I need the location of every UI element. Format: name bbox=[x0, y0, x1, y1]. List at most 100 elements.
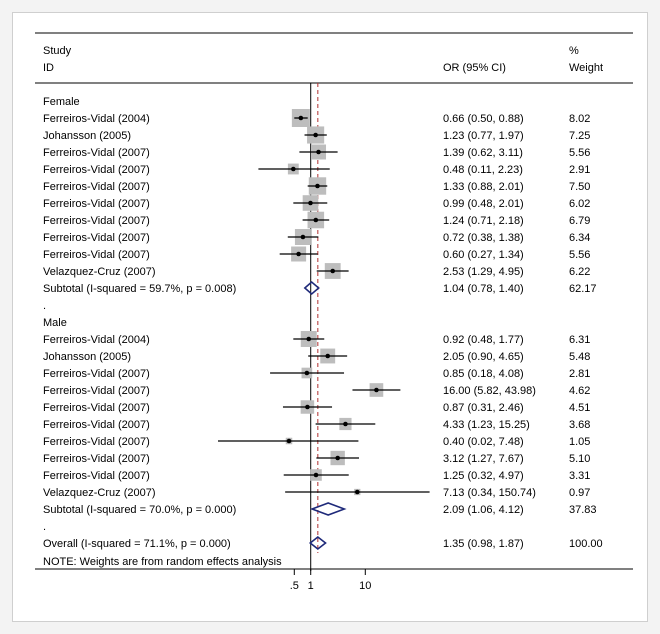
row-label: Ferreiros-Vidal (2007) bbox=[43, 232, 150, 244]
group-label: Female bbox=[43, 96, 80, 108]
reference-lines bbox=[310, 83, 319, 571]
weight-text: 37.83 bbox=[569, 504, 597, 516]
header-weight-percent: % bbox=[569, 45, 579, 57]
group-label: Male bbox=[43, 317, 67, 329]
weight-text: 3.68 bbox=[569, 419, 590, 431]
ci-text: 0.66 (0.50, 0.88) bbox=[443, 113, 524, 125]
forest-plot-panel: Study ID OR (95% CI) % Weight Female Ferr… bbox=[12, 12, 648, 622]
point-estimate bbox=[313, 217, 319, 223]
weight-text: 7.25 bbox=[569, 130, 590, 142]
weight-text: 62.17 bbox=[569, 283, 597, 295]
point-estimate bbox=[313, 472, 319, 478]
x-tick-label: .5 bbox=[290, 580, 299, 592]
point-estimate bbox=[335, 455, 340, 461]
footnote: NOTE: Weights are from random effects an… bbox=[43, 556, 282, 568]
x-tick-label: 10 bbox=[359, 580, 371, 592]
x-axis: .5 1 10 bbox=[290, 569, 371, 592]
point-estimate bbox=[343, 421, 348, 427]
point-estimate bbox=[286, 438, 292, 444]
row-label: Overall (I-squared = 71.1%, p = 0.000) bbox=[43, 538, 231, 550]
header-id: ID bbox=[43, 62, 54, 74]
row-label: Ferreiros-Vidal (2007) bbox=[43, 402, 150, 414]
ci-text: 1.23 (0.77, 1.97) bbox=[443, 130, 524, 142]
weight-text: 6.22 bbox=[569, 266, 590, 278]
row-label: Ferreiros-Vidal (2007) bbox=[43, 249, 150, 261]
weight-text: 6.34 bbox=[569, 232, 590, 244]
study-rows: Female Ferreiros-Vidal (2004) 0.66 (0.50, … bbox=[43, 96, 603, 551]
point-estimate bbox=[313, 132, 318, 138]
point-estimate bbox=[300, 234, 306, 240]
row-label: Ferreiros-Vidal (2004) bbox=[43, 113, 150, 125]
row-label: Ferreiros-Vidal (2007) bbox=[43, 436, 150, 448]
row-label: Velazquez-Cruz (2007) bbox=[43, 487, 156, 499]
weight-text: 2.91 bbox=[569, 164, 590, 176]
weight-text: 5.10 bbox=[569, 453, 590, 465]
weight-text: 6.02 bbox=[569, 198, 590, 210]
row-label: Ferreiros-Vidal (2007) bbox=[43, 453, 150, 465]
weight-text: 3.31 bbox=[569, 470, 590, 482]
ci-text: 0.99 (0.48, 2.01) bbox=[443, 198, 524, 210]
point-estimate bbox=[296, 251, 301, 257]
row-label: Ferreiros-Vidal (2007) bbox=[43, 181, 150, 193]
ci-text: 2.09 (1.06, 4.12) bbox=[443, 504, 524, 516]
row-label: Ferreiros-Vidal (2004) bbox=[43, 334, 150, 346]
weight-text: 2.81 bbox=[569, 368, 590, 380]
row-label: Ferreiros-Vidal (2007) bbox=[43, 368, 150, 380]
ci-text: 0.72 (0.38, 1.38) bbox=[443, 232, 524, 244]
weight-text: 7.50 bbox=[569, 181, 590, 193]
spacer-dot: . bbox=[43, 300, 46, 312]
point-estimate bbox=[316, 149, 321, 155]
point-estimate bbox=[330, 268, 336, 274]
ci-text: 1.04 (0.78, 1.40) bbox=[443, 283, 524, 295]
subtotal-diamond bbox=[309, 502, 347, 516]
point-estimate bbox=[291, 166, 296, 172]
ci-text: 1.35 (0.98, 1.87) bbox=[443, 538, 524, 550]
point-estimate bbox=[374, 387, 379, 393]
weight-text: 0.97 bbox=[569, 487, 590, 499]
point-estimate bbox=[325, 353, 331, 359]
ci-text: 1.24 (0.71, 2.18) bbox=[443, 215, 524, 227]
weight-text: 1.05 bbox=[569, 436, 590, 448]
ci-text: 1.39 (0.62, 3.11) bbox=[443, 147, 523, 159]
ci-text: 1.25 (0.32, 4.97) bbox=[443, 470, 524, 482]
ci-text: 0.48 (0.11, 2.23) bbox=[443, 164, 523, 176]
row-label: Johansson (2005) bbox=[43, 130, 131, 142]
point-estimate bbox=[298, 115, 304, 121]
point-estimate bbox=[304, 370, 310, 376]
ci-text: 0.92 (0.48, 1.77) bbox=[443, 334, 524, 346]
overall-diamond bbox=[308, 535, 327, 551]
point-estimate bbox=[306, 336, 312, 342]
row-label: Ferreiros-Vidal (2007) bbox=[43, 385, 150, 397]
header-study: Study bbox=[43, 45, 72, 57]
row-label: Johansson (2005) bbox=[43, 351, 131, 363]
row-label: Ferreiros-Vidal (2007) bbox=[43, 198, 150, 210]
ci-text: 1.33 (0.88, 2.01) bbox=[443, 181, 524, 193]
row-label: Subtotal (I-squared = 70.0%, p = 0.000) bbox=[43, 504, 236, 516]
weight-text: 4.62 bbox=[569, 385, 590, 397]
weight-text: 5.56 bbox=[569, 249, 590, 261]
weight-text: 5.56 bbox=[569, 147, 590, 159]
header-weight: Weight bbox=[569, 62, 603, 74]
row-label: Ferreiros-Vidal (2007) bbox=[43, 164, 150, 176]
subtotal-diamond bbox=[303, 280, 320, 296]
row-label: Ferreiros-Vidal (2007) bbox=[43, 147, 150, 159]
point-estimate bbox=[315, 183, 320, 189]
weight-text: 6.31 bbox=[569, 334, 590, 346]
ci-text: 16.00 (5.82, 43.98) bbox=[443, 385, 536, 397]
weight-text: 100.00 bbox=[569, 538, 603, 550]
spacer-dot: . bbox=[43, 521, 46, 533]
ci-text: 0.87 (0.31, 2.46) bbox=[443, 402, 524, 414]
point-estimate bbox=[354, 489, 360, 495]
ci-text: 7.13 (0.34, 150.74) bbox=[443, 487, 536, 499]
point-estimate bbox=[308, 200, 313, 206]
row-label: Ferreiros-Vidal (2007) bbox=[43, 215, 150, 227]
x-tick-label: 1 bbox=[308, 580, 314, 592]
weight-text: 4.51 bbox=[569, 402, 590, 414]
ci-text: 4.33 (1.23, 15.25) bbox=[443, 419, 530, 431]
ci-text: 0.85 (0.18, 4.08) bbox=[443, 368, 524, 380]
forest-plot: Study ID OR (95% CI) % Weight Female Ferr… bbox=[35, 32, 633, 592]
ci-text: 0.60 (0.27, 1.34) bbox=[443, 249, 524, 261]
weight-text: 8.02 bbox=[569, 113, 590, 125]
row-label: Ferreiros-Vidal (2007) bbox=[43, 419, 150, 431]
row-label: Subtotal (I-squared = 59.7%, p = 0.008) bbox=[43, 283, 236, 295]
